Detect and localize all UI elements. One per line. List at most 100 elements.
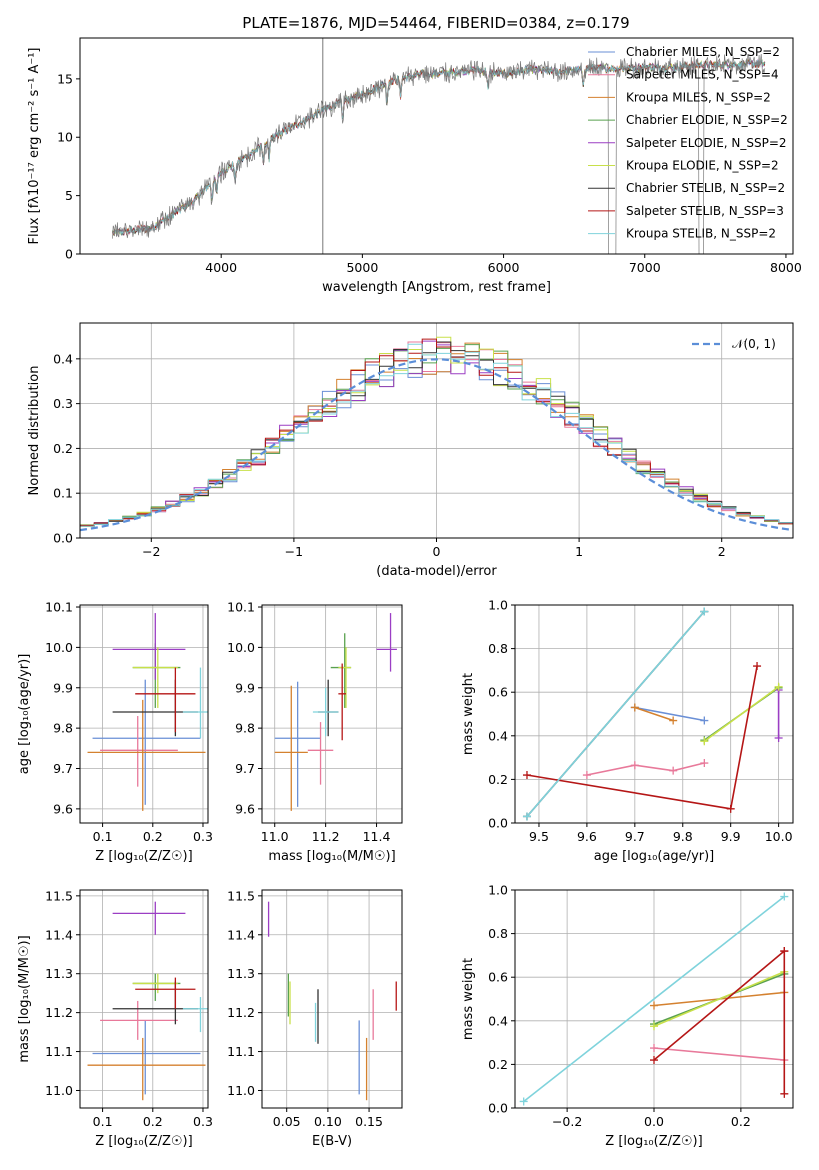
y-tick-label: 11.2 xyxy=(227,1005,255,1020)
x-tick-label: 11.4 xyxy=(363,829,391,844)
data-point-marker xyxy=(630,703,639,712)
mass-weight-line xyxy=(526,665,758,810)
y-tick-label: 0.2 xyxy=(488,1057,508,1072)
x-tick-label: 5000 xyxy=(346,260,378,275)
data-point-marker xyxy=(650,1044,658,1053)
data-point-marker xyxy=(650,1056,658,1065)
data-point-marker xyxy=(780,1089,789,1098)
legend-entry-label: Chabrier ELODIE, N_SSP=2 xyxy=(626,113,788,127)
y-axis-label: Normed distribution xyxy=(27,366,42,496)
data-point-marker xyxy=(669,716,678,725)
x-tick-label: 10.0 xyxy=(765,829,793,844)
mass-weight-line xyxy=(653,1047,785,1061)
y-tick-label: 11.5 xyxy=(45,888,73,903)
x-tick-label: 0.1 xyxy=(93,829,113,844)
x-tick-label: −2 xyxy=(142,544,160,559)
x-tick-label: 8000 xyxy=(770,260,802,275)
y-tick-label: 11.3 xyxy=(227,966,255,981)
y-tick-label: 0.6 xyxy=(488,685,508,700)
data-point-marker xyxy=(774,733,783,742)
axes-frame xyxy=(79,37,794,255)
y-axis-label: age [log₁₀(age/yr)] xyxy=(17,654,32,775)
mass-vs-extinction-panel: 0.05 0.10 0.15 11.0 11.1 11.2 11.3 11.4 11.5 E(B-… xyxy=(227,888,403,1149)
y-tick-label: 15 xyxy=(57,71,73,86)
x-tick-label: 0.2 xyxy=(143,829,163,844)
y-tick-label: 0.2 xyxy=(488,772,508,787)
y-tick-label: 0.2 xyxy=(53,441,73,456)
x-tick-label: 0.2 xyxy=(731,1114,751,1129)
axes-frame xyxy=(514,604,794,824)
mass-weight-line xyxy=(526,610,705,818)
data-point-marker xyxy=(650,1001,658,1010)
age-vs-metallicity-panel: 0.1 0.2 0.3 9.6 9.7 9.8 9.9 10.0 10.1 Z [log₁₀(Z/… xyxy=(17,600,213,864)
data-point-marker xyxy=(630,761,639,770)
y-tick-label: 10.1 xyxy=(227,600,255,615)
legend-entry-label: Chabrier MILES, N_SSP=2 xyxy=(626,45,780,59)
legend-entry-label: 𝒩(0, 1) xyxy=(732,337,776,351)
x-tick-label: 0 xyxy=(433,544,441,559)
residual-histogram-panel: −2 −1 0 1 2 0.0 0.1 0.2 0.3 0.4 (data-model)/error… xyxy=(27,322,794,579)
data-point-marker xyxy=(700,607,709,616)
y-tick-label: 11.3 xyxy=(45,966,73,981)
legend-entry-label: Chabrier STELIB, N_SSP=2 xyxy=(626,181,785,195)
x-tick-label: 0.2 xyxy=(143,1114,163,1129)
data-point-marker xyxy=(522,812,531,821)
y-tick-label: 9.9 xyxy=(53,680,73,695)
plot-area xyxy=(522,607,783,821)
x-tick-label: 11.0 xyxy=(261,829,289,844)
weight-vs-metallicity-panel: −0.2 0.0 0.2 0.0 0.2 0.4 0.6 0.8 1.0 Z [log₁₀(Z/Z… xyxy=(461,883,794,1149)
x-axis-label: Z [log₁₀(Z/Z☉)] xyxy=(95,1134,192,1149)
mass-weight-line xyxy=(634,706,705,722)
plot-area xyxy=(80,336,793,532)
plot-area xyxy=(519,892,789,1106)
residual-histogram xyxy=(80,343,793,528)
legend-entry-label: Kroupa STELIB, N_SSP=2 xyxy=(626,227,776,241)
y-tick-label: 1.0 xyxy=(488,598,508,613)
mass-vs-metallicity-panel: 0.1 0.2 0.3 11.0 11.1 11.2 11.3 11.4 11.5 Z [log₁… xyxy=(17,888,213,1149)
x-tick-label: 9.6 xyxy=(577,829,597,844)
age-vs-mass-panel: 11.0 11.2 11.4 9.6 9.7 9.8 9.9 10.0 10.1 mass [lo… xyxy=(227,600,403,864)
y-tick-label: 9.7 xyxy=(235,761,255,776)
y-tick-label: 0.4 xyxy=(488,728,508,743)
x-tick-label: 0.3 xyxy=(193,1114,213,1129)
x-axis-label: wavelength [Angstrom, rest frame] xyxy=(322,280,551,295)
y-tick-label: 11.1 xyxy=(45,1044,73,1059)
x-tick-label: 1 xyxy=(575,544,583,559)
y-axis-label: mass [log₁₀(M/M☉)] xyxy=(17,935,32,1062)
y-tick-label: 0.8 xyxy=(488,926,508,941)
data-point-marker xyxy=(700,759,709,768)
x-tick-label: 9.5 xyxy=(529,829,549,844)
y-tick-label: 0.8 xyxy=(488,641,508,656)
plot-area xyxy=(87,613,208,811)
axes-frame xyxy=(79,322,794,539)
axes-frame xyxy=(514,889,794,1109)
x-tick-label: 0.1 xyxy=(93,1114,113,1129)
spectrum-panel: 4000 5000 6000 7000 8000 0 5 10 15 wavelength [An… xyxy=(27,37,802,295)
y-tick-label: 1.0 xyxy=(488,883,508,898)
y-axis-label: mass weight xyxy=(461,958,476,1040)
x-tick-label: 0.10 xyxy=(314,1114,342,1129)
axes-frame xyxy=(261,889,403,1109)
x-axis-label: mass [log₁₀(M/M☉)] xyxy=(268,849,395,864)
data-point-marker xyxy=(669,766,678,775)
x-tick-label: 2 xyxy=(718,544,726,559)
y-tick-label: 9.7 xyxy=(53,761,73,776)
x-tick-label: −1 xyxy=(285,544,303,559)
y-tick-label: 0.0 xyxy=(488,816,508,831)
y-tick-label: 11.0 xyxy=(227,1083,255,1098)
y-tick-label: 0.1 xyxy=(53,486,73,501)
data-point-marker xyxy=(582,771,591,780)
x-tick-label: 0.0 xyxy=(644,1114,664,1129)
legend: Chabrier MILES, N_SSP=2 Salpeter MILES, N… xyxy=(588,45,788,241)
figure-title: PLATE=1876, MJD=54464, FIBERID=0384, z=0… xyxy=(242,14,629,32)
mass-weight-line xyxy=(586,762,705,776)
x-tick-label: 6000 xyxy=(488,260,520,275)
x-tick-label: 4000 xyxy=(205,260,237,275)
y-axis-label: Flux [fλ10⁻¹⁷ erg cm⁻² s⁻¹ A⁻¹] xyxy=(27,48,42,245)
legend-entry-label: Salpeter ELODIE, N_SSP=2 xyxy=(626,136,787,150)
axes-frame xyxy=(79,604,209,824)
legend-entry-label: Kroupa ELODIE, N_SSP=2 xyxy=(626,159,779,173)
weight-vs-age-panel: 9.5 9.6 9.7 9.8 9.9 10.0 0.0 0.2 0.4 0.6 0.8 1.0 age… xyxy=(461,598,794,864)
data-point-marker xyxy=(700,716,709,725)
